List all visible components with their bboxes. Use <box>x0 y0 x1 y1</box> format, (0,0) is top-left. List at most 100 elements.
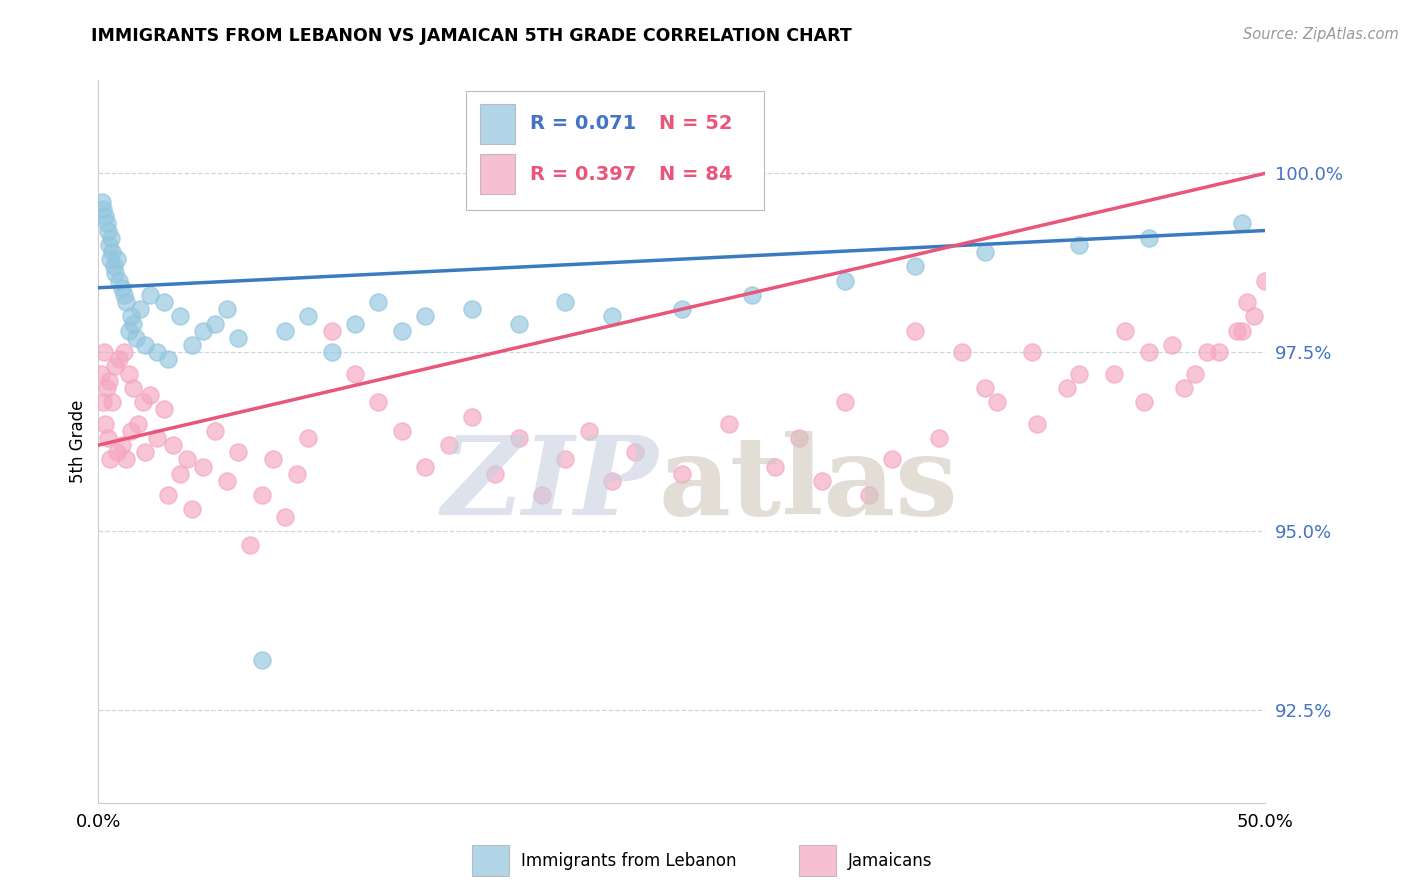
Point <box>120 424 142 438</box>
Point <box>484 467 506 481</box>
Point <box>624 445 647 459</box>
Point <box>1161 338 1184 352</box>
Text: Source: ZipAtlas.com: Source: ZipAtlas.com <box>1243 27 1399 42</box>
Point <box>134 445 156 459</box>
Point <box>437 438 460 452</box>
Point <box>741 288 763 302</box>
Point <box>96 216 118 230</box>
Point <box>391 324 413 338</box>
Point <box>321 345 343 359</box>
Point <box>97 431 120 445</box>
Point <box>105 252 128 266</box>
FancyBboxPatch shape <box>479 154 515 194</box>
Point <box>98 452 121 467</box>
Point <box>228 445 250 459</box>
Point <box>146 431 169 445</box>
Point <box>193 324 215 338</box>
Point <box>104 359 127 374</box>
Point <box>600 474 623 488</box>
Point <box>508 431 530 445</box>
Point <box>904 260 927 274</box>
Point <box>127 417 149 431</box>
Point <box>1230 324 1253 338</box>
Point <box>834 274 856 288</box>
Point <box>90 367 112 381</box>
FancyBboxPatch shape <box>799 845 837 877</box>
Point <box>180 502 202 516</box>
Point <box>262 452 284 467</box>
Point <box>1102 367 1125 381</box>
Point <box>904 324 927 338</box>
Point <box>1243 310 1265 324</box>
Point <box>204 317 226 331</box>
Point <box>1137 345 1160 359</box>
Point <box>1236 295 1258 310</box>
Point <box>554 452 576 467</box>
Text: R = 0.071: R = 0.071 <box>530 114 637 133</box>
Point <box>125 331 148 345</box>
Point <box>115 452 138 467</box>
Point <box>1133 395 1156 409</box>
Point <box>1197 345 1219 359</box>
Point <box>391 424 413 438</box>
Point <box>91 202 114 216</box>
Point <box>115 295 138 310</box>
Point <box>880 452 903 467</box>
Point <box>122 317 145 331</box>
Point <box>90 194 112 209</box>
Point <box>1021 345 1043 359</box>
Point <box>94 417 117 431</box>
Point <box>129 302 152 317</box>
Point <box>250 653 273 667</box>
Point <box>193 459 215 474</box>
Point <box>250 488 273 502</box>
Text: Immigrants from Lebanon: Immigrants from Lebanon <box>520 852 737 870</box>
Point <box>344 317 367 331</box>
Text: atlas: atlas <box>658 432 959 539</box>
Point <box>157 488 180 502</box>
Point <box>108 274 131 288</box>
Point <box>118 367 141 381</box>
Point <box>103 260 125 274</box>
Point <box>858 488 880 502</box>
Point <box>146 345 169 359</box>
Point <box>928 431 950 445</box>
Point <box>1254 274 1277 288</box>
Point <box>96 381 118 395</box>
Point <box>986 395 1008 409</box>
Point <box>111 438 134 452</box>
Point <box>176 452 198 467</box>
Point <box>600 310 623 324</box>
FancyBboxPatch shape <box>465 91 763 211</box>
Point <box>671 467 693 481</box>
Point <box>811 474 834 488</box>
Point <box>152 295 174 310</box>
Point <box>118 324 141 338</box>
FancyBboxPatch shape <box>479 103 515 144</box>
Point <box>508 317 530 331</box>
Text: Jamaicans: Jamaicans <box>848 852 932 870</box>
Point <box>461 409 484 424</box>
Point <box>104 267 127 281</box>
Point <box>1173 381 1195 395</box>
Point <box>834 395 856 409</box>
Point <box>93 345 115 359</box>
Point <box>101 395 124 409</box>
Point <box>285 467 308 481</box>
Point <box>274 324 297 338</box>
Point <box>228 331 250 345</box>
Point <box>367 295 389 310</box>
Point <box>717 417 740 431</box>
Point <box>112 288 135 302</box>
Text: ZIP: ZIP <box>441 431 658 539</box>
Point <box>1184 367 1206 381</box>
Text: N = 84: N = 84 <box>658 165 733 184</box>
Point <box>169 467 191 481</box>
Y-axis label: 5th Grade: 5th Grade <box>69 400 87 483</box>
Point <box>157 352 180 367</box>
Point <box>122 381 145 395</box>
Point <box>215 474 238 488</box>
Point <box>132 395 155 409</box>
Text: R = 0.397: R = 0.397 <box>530 165 637 184</box>
Point <box>97 223 120 237</box>
